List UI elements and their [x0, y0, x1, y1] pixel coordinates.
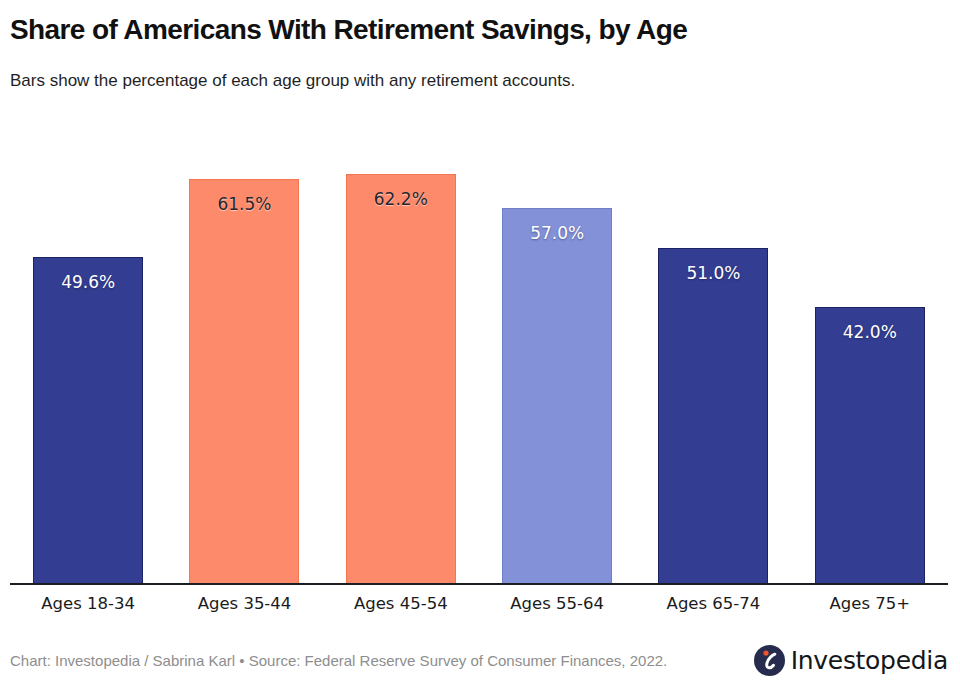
chart-footer: Chart: Investopedia / Sabrina Karl • Sou…: [10, 645, 948, 676]
bar-ages-18-34: 49.6%: [33, 257, 143, 583]
bar-ages-55-64: 57.0%: [502, 208, 612, 583]
bar-value-label: 62.2%: [374, 175, 428, 209]
investopedia-swirl-i-icon: [754, 645, 785, 676]
credit-text: Chart: Investopedia / Sabrina Karl • Sou…: [10, 652, 667, 669]
bar-ages-45-54: 62.2%: [346, 174, 456, 583]
bars-area: 49.6% 61.5% 62.2% 57.0% 51.0% 42.0%: [10, 174, 948, 583]
bar-value-label: 57.0%: [530, 209, 584, 243]
chart-title: Share of Americans With Retirement Savin…: [10, 0, 948, 46]
chart-card: Share of Americans With Retirement Savin…: [10, 0, 948, 686]
investopedia-wordmark: Investopedia: [791, 646, 948, 675]
x-axis-label: Ages 45-54: [323, 594, 479, 613]
bar-value-label: 49.6%: [61, 258, 115, 292]
x-axis-baseline: [10, 583, 948, 585]
x-axis-labels: Ages 18-34Ages 35-44Ages 45-54Ages 55-64…: [10, 594, 948, 613]
bar-chart: 49.6% 61.5% 62.2% 57.0% 51.0% 42.0% Ages 18-3…: [10, 174, 948, 613]
bar-ages-65-74: 51.0%: [658, 248, 768, 583]
x-axis-label: Ages 18-34: [10, 594, 166, 613]
x-axis-label: Ages 55-64: [479, 594, 635, 613]
chart-subtitle: Bars show the percentage of each age gro…: [10, 46, 948, 91]
bar-value-label: 42.0%: [843, 308, 897, 342]
x-axis-label: Ages 35-44: [166, 594, 322, 613]
bar-ages-75+: 42.0%: [815, 307, 925, 583]
investopedia-logo: Investopedia: [754, 645, 948, 676]
x-axis-label: Ages 75+: [792, 594, 948, 613]
bar-value-label: 61.5%: [217, 180, 271, 214]
x-axis-label: Ages 65-74: [635, 594, 791, 613]
bar-ages-35-44: 61.5%: [189, 179, 299, 583]
bar-value-label: 51.0%: [686, 249, 740, 283]
